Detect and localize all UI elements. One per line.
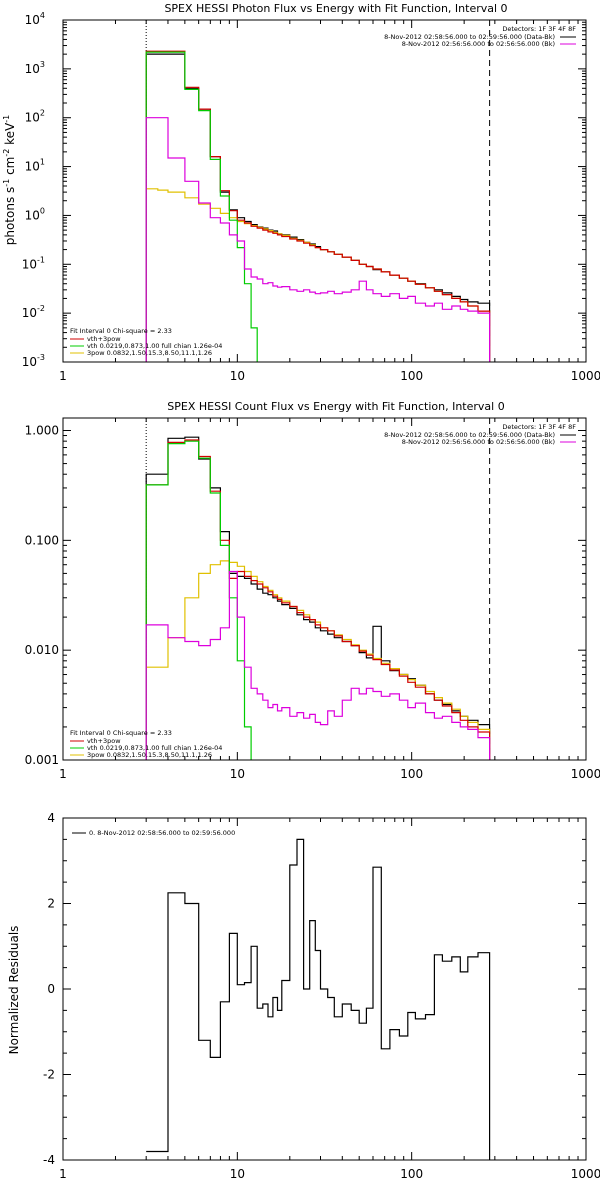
series-vth-3pow-line (145, 439, 491, 760)
count-flux-panel: SPEX HESSI Count Flux vs Energy with Fit… (25, 400, 600, 781)
count-flux-title: SPEX HESSI Count Flux vs Energy with Fit… (167, 400, 504, 413)
series-3pow-line (145, 188, 491, 362)
y-tick-label: 0.010 (25, 643, 59, 657)
photon-flux-plot-frame (62, 19, 587, 363)
x-tick-label: 10 (230, 767, 245, 781)
photon-flux-legend-top: Detectors: 1F 3F 4F 8F 8-Nov-2012 02:58:… (384, 25, 576, 48)
x-tick-label: 1000 (571, 369, 600, 383)
legend-vth3pow: vth+3pow (87, 737, 121, 745)
series-background-line (145, 570, 491, 760)
photon-flux-panel: SPEX HESSI Photon Flux vs Energy with Fi… (2, 2, 600, 383)
y-tick-label: 4 (47, 811, 55, 825)
photon-flux-ylabel: photons s-1 cm-2 keV-1 (2, 115, 17, 246)
count-flux-legend-bottom: Fit Interval 0 Chi-square = 2.33 vth+3po… (70, 729, 222, 759)
y-tick-label: 103 (25, 60, 45, 76)
y-tick-label: 102 (25, 109, 45, 125)
x-tick-label: 1 (59, 1167, 67, 1181)
series-data-line (145, 53, 491, 362)
legend-3pow: 3pow 0.0832,1.50,15.3,8.50,11.1,1.26 (87, 349, 212, 357)
series-data-line (145, 436, 491, 760)
y-tick-label: 10-2 (22, 304, 45, 320)
x-tick-label: 10 (230, 369, 245, 383)
y-tick-label: 100 (25, 206, 45, 222)
y-tick-label: 104 (25, 11, 45, 27)
legend-bk: 8-Nov-2012 02:56:56.000 to 02:56:56.000 … (402, 40, 555, 48)
legend-detectors: Detectors: 1F 3F 4F 8F (502, 423, 576, 431)
legend-vth3pow: vth+3pow (87, 335, 121, 343)
photon-flux-title: SPEX HESSI Photon Flux vs Energy with Fi… (164, 2, 507, 15)
legend-3pow: 3pow 0.0832,1.50,15.3,8.50,11.1,1.26 (87, 751, 212, 759)
y-tick-label: 1.000 (25, 424, 59, 438)
series-vth-3pow-line (145, 50, 491, 362)
y-tick-label: 10-1 (22, 255, 45, 271)
series-vth-line (145, 440, 252, 760)
y-tick-label: 0.001 (25, 753, 59, 767)
x-tick-label: 100 (400, 767, 423, 781)
y-tick-label: -2 (43, 1068, 55, 1082)
residuals-ylabel: Normalized Residuals (7, 926, 21, 1055)
series-residuals-line (146, 838, 491, 1160)
y-tick-label: 0.100 (25, 533, 59, 547)
series-background-line (145, 117, 491, 362)
y-tick-label: 2 (47, 897, 55, 911)
legend-fit-interval: Fit Interval 0 Chi-square = 2.33 (70, 729, 172, 737)
legend-detectors: Detectors: 1F 3F 4F 8F (502, 25, 576, 33)
legend-bk: 8-Nov-2012 02:56:56.000 to 02:56:56.000 … (402, 438, 555, 446)
y-tick-label: 10-3 (22, 353, 45, 369)
x-tick-label: 1000 (571, 1167, 600, 1181)
legend-data-bk: 8-Nov-2012 02:58:56.000 to 02:59:56.000 … (384, 33, 555, 41)
count-flux-plot-frame (62, 417, 587, 761)
y-tick-label: -4 (43, 1153, 55, 1167)
legend-vth: vth 0.0219,0.873,1.00 full chian 1.26e-0… (87, 342, 222, 350)
y-tick-label: 0 (47, 982, 55, 996)
residuals-legend: 0. 8-Nov-2012 02:58:56.000 to 02:59:56.0… (72, 829, 235, 837)
residuals-legend-text: 0. 8-Nov-2012 02:58:56.000 to 02:59:56.0… (89, 829, 235, 837)
residuals-plot-frame (62, 817, 587, 1161)
series-3pow-line (145, 560, 491, 760)
legend-data-bk: 8-Nov-2012 02:58:56.000 to 02:59:56.000 … (384, 431, 555, 439)
legend-fit-interval: Fit Interval 0 Chi-square = 2.33 (70, 327, 172, 335)
x-tick-label: 100 (400, 369, 423, 383)
count-flux-legend-top: Detectors: 1F 3F 4F 8F 8-Nov-2012 02:58:… (384, 423, 576, 446)
y-tick-label: 101 (25, 158, 45, 174)
x-tick-label: 10 (230, 1167, 245, 1181)
series-vth-line (145, 51, 258, 362)
legend-vth: vth 0.0219,0.873,1.00 full chian 1.26e-0… (87, 744, 222, 752)
residuals-panel: Normalized Residuals 1 10 100 1000 -4 -2 0 2 4 0… (7, 811, 600, 1181)
x-tick-label: 100 (400, 1167, 423, 1181)
x-tick-label: 1 (59, 767, 67, 781)
x-tick-label: 1000 (571, 767, 600, 781)
photon-flux-legend-bottom: Fit Interval 0 Chi-square = 2.33 vth+3po… (70, 327, 222, 357)
x-tick-label: 1 (59, 369, 67, 383)
